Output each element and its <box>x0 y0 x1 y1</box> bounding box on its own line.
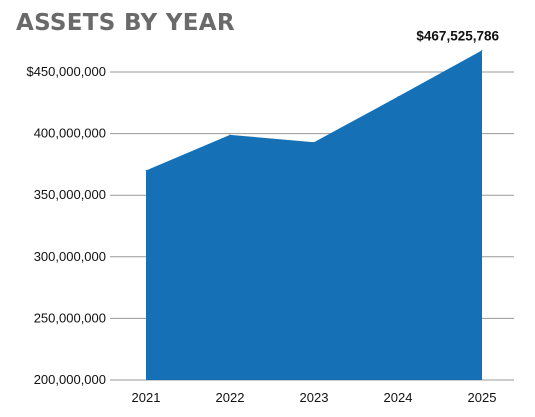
x-tick-label: 2021 <box>132 390 161 405</box>
y-tick-label: 400,000,000 <box>34 126 106 141</box>
data-point-2021 <box>145 170 147 172</box>
x-tick-label: 2023 <box>300 390 329 405</box>
data-point-2025 <box>481 49 483 51</box>
x-axis: 2021 2022 2023 2024 2025 <box>132 390 497 405</box>
data-point-2023 <box>313 141 315 143</box>
x-tick-label: 2022 <box>216 390 245 405</box>
data-point-2022 <box>229 134 231 136</box>
y-tick-label: $450,000,000 <box>26 64 106 79</box>
data-point-2024 <box>397 96 399 98</box>
y-tick-label: 250,000,000 <box>34 310 106 325</box>
area-fill <box>146 50 482 380</box>
chart-title: ASSETS BY YEAR <box>16 10 235 36</box>
x-tick-label: 2025 <box>468 390 497 405</box>
y-tick-label: 300,000,000 <box>34 249 106 264</box>
y-tick-label: 200,000,000 <box>34 372 106 387</box>
y-axis: $450,000,000 400,000,000 350,000,000 300,00… <box>26 64 106 387</box>
y-tick-label: 350,000,000 <box>34 187 106 202</box>
area-series <box>145 49 483 380</box>
value-annotation: $467,525,786 <box>416 28 499 43</box>
x-tick-label: 2024 <box>384 390 413 405</box>
annotations: $467,525,786 <box>416 28 499 43</box>
